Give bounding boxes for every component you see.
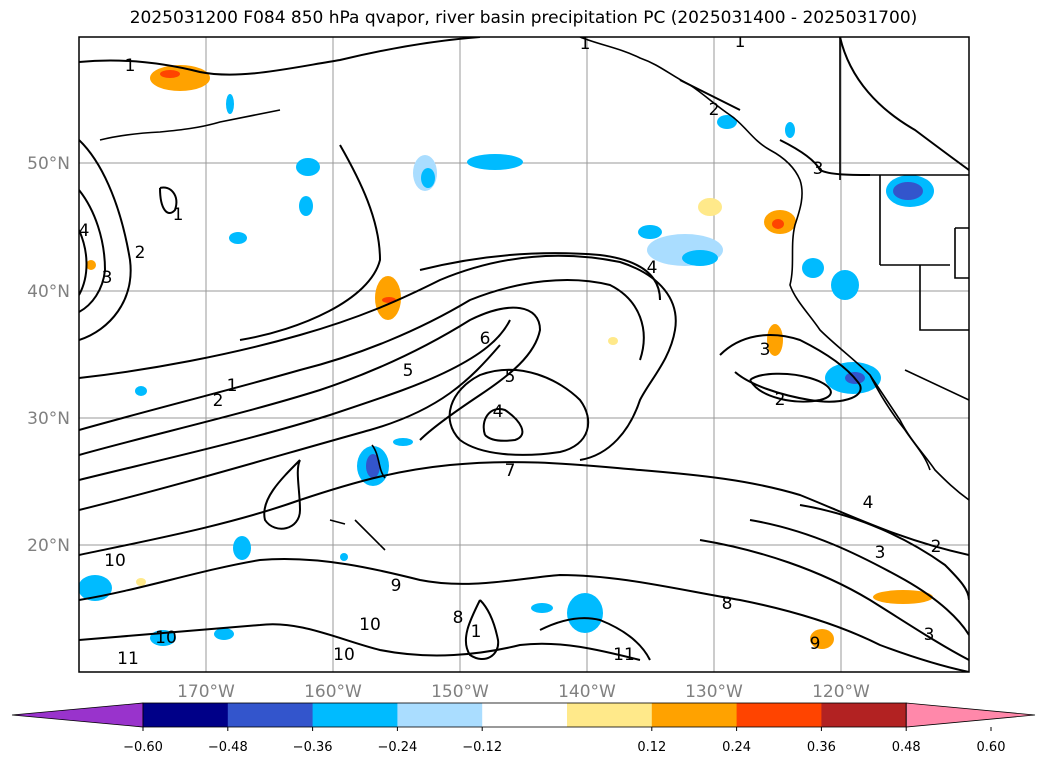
contour-label: 5 <box>403 361 414 381</box>
colorbar-tick-label: −0.60 <box>123 740 163 755</box>
contour-label: 2 <box>775 390 786 410</box>
colorbar-segment <box>736 703 822 727</box>
colorbar-tick-label: 0.12 <box>637 740 666 755</box>
contour-label: 3 <box>760 340 771 360</box>
contour-label: 6 <box>480 329 491 349</box>
latitude-labels: 50°N 40°N 30°N 20°N <box>27 154 70 556</box>
colorbar-tick-label: −0.24 <box>377 740 417 755</box>
lon-label-170w: 170°W <box>177 682 235 702</box>
contour-label: 10 <box>333 645 355 665</box>
colorbar-segment <box>651 703 738 727</box>
contour-label: 11 <box>613 645 635 665</box>
contour-label: 1 <box>471 622 482 642</box>
precip-patch-negative <box>567 593 603 633</box>
colorbar-tick-label: 0.48 <box>892 740 921 755</box>
contour-label: 4 <box>863 493 874 513</box>
precip-patch-positive <box>150 65 210 91</box>
contour-label: 10 <box>104 551 126 571</box>
colorbar-tick-label: −0.12 <box>462 740 502 755</box>
contour-label: 4 <box>647 258 658 278</box>
lat-label-40n: 40°N <box>27 282 70 302</box>
colorbar-extend-low <box>11 702 144 728</box>
colorbar-tick-label: 0.24 <box>722 740 751 755</box>
contour-label: 2 <box>135 243 146 263</box>
lon-label-120w: 120°W <box>812 682 870 702</box>
qvapor-contours <box>79 37 969 672</box>
contour-labels: 1 1 1 1 1 2 2 2 3 3 3 4 4 4 5 5 6 7 8 8 … <box>79 32 942 669</box>
colorbar-tick-label: 0.36 <box>807 740 836 755</box>
contour-label: 1 <box>227 376 238 396</box>
contour-label: 3 <box>102 268 113 288</box>
contour-label: 3 <box>813 159 824 179</box>
longitude-labels: 170°W 160°W 150°W 140°W 130°W 120°W <box>177 682 870 702</box>
precip-patch-positive <box>873 590 933 604</box>
colorbar-segment <box>821 703 907 727</box>
colorbar-outline <box>142 702 907 728</box>
contour-label: 1 <box>173 205 184 225</box>
contour-label: 4 <box>79 221 90 241</box>
lat-label-20n: 20°N <box>27 536 70 556</box>
map-area <box>79 37 969 672</box>
contour-label: 10 <box>359 615 381 635</box>
contour-label: 1 <box>580 34 591 54</box>
gridlines <box>79 37 969 672</box>
colorbar-tick-label: −0.36 <box>293 740 333 755</box>
colorbar-segment <box>312 703 398 727</box>
contour-label: 9 <box>810 634 821 654</box>
colorbar-extend-high <box>905 702 1036 728</box>
contour-label: 3 <box>875 543 886 563</box>
colorbar-segment <box>397 703 483 727</box>
colorbar-tick-label: 0.60 <box>977 740 1006 755</box>
lon-label-140w: 140°W <box>558 682 616 702</box>
colorbar-segment <box>567 703 653 727</box>
lat-label-50n: 50°N <box>27 154 70 174</box>
lon-label-130w: 130°W <box>685 682 743 702</box>
contour-label: 2 <box>709 100 720 120</box>
colorbar-segment <box>482 703 568 727</box>
contour-label: 2 <box>213 391 224 411</box>
colorbar: −0.60 −0.48 −0.36 −0.24 −0.12 0.12 0.24 0.36 0.4… <box>11 702 1036 755</box>
contour-label: 9 <box>391 576 402 596</box>
contour-label: 1 <box>125 56 136 76</box>
lon-label-160w: 160°W <box>304 682 362 702</box>
contour-label: 11 <box>117 649 139 669</box>
contour-label: 8 <box>453 608 464 628</box>
map-border <box>78 36 970 673</box>
colorbar-segment <box>143 703 229 727</box>
contour-label: 3 <box>924 625 935 645</box>
contour-label: 8 <box>722 594 733 614</box>
contour-label: 1 <box>735 32 746 52</box>
map-title: 2025031200 F084 850 hPa qvapor, river ba… <box>129 8 918 28</box>
contour-label: 10 <box>155 628 177 648</box>
colorbar-segment <box>227 703 314 727</box>
contour-label: 2 <box>931 537 942 557</box>
lon-label-150w: 150°W <box>431 682 489 702</box>
lat-label-30n: 30°N <box>27 409 70 429</box>
colorbar-tick-label: −0.48 <box>208 740 248 755</box>
contour-label: 5 <box>505 367 516 387</box>
contour-label: 7 <box>505 461 516 481</box>
contour-label: 4 <box>493 402 504 422</box>
